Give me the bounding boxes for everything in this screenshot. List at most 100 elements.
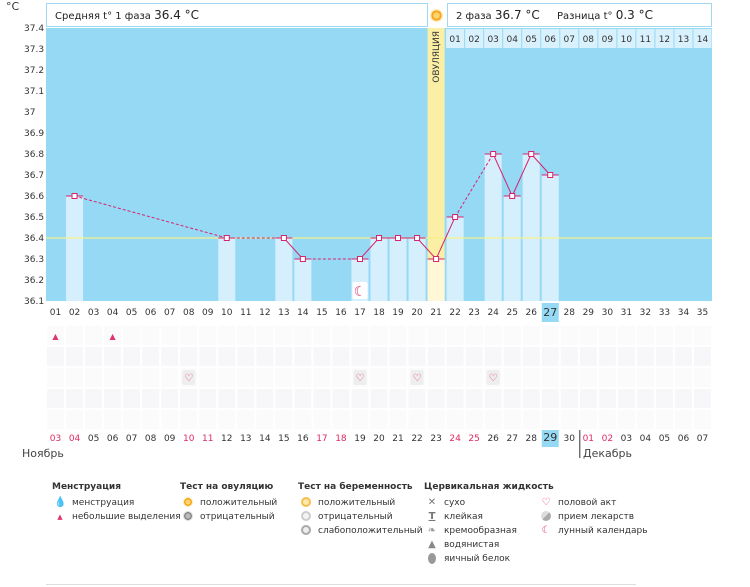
luteal-day-label: 05 (526, 35, 537, 45)
temp-bar (522, 154, 540, 301)
cycle-day-label: 22 (449, 308, 460, 318)
cycle-day-label: 15 (316, 308, 327, 318)
date-label: 10 (183, 434, 195, 444)
data-cell (388, 367, 408, 388)
temp-bar (66, 196, 84, 301)
legend-menstruation: Менструация 💧 менструация ▲ небольшие выде… (52, 482, 181, 524)
phase2-value: 36.7 °C (494, 8, 540, 22)
luteal-day-label: 08 (583, 35, 595, 45)
cycle-day-label: 28 (564, 308, 576, 318)
temp-line-segment (492, 153, 513, 197)
date-label: 21 (392, 434, 403, 444)
data-cell (692, 409, 713, 430)
data-cell (274, 367, 294, 388)
data-cell (559, 388, 579, 409)
temp-point (223, 235, 230, 241)
y-tick-label: 37.2 (24, 66, 44, 76)
luteal-day-label: 09 (602, 35, 614, 45)
cycle-day-label: 16 (335, 308, 347, 318)
luteal-day-cell (598, 29, 617, 48)
data-cell (635, 388, 655, 409)
cycle-day-label: 02 (69, 308, 80, 318)
data-cell (369, 325, 389, 346)
date-label: 26 (487, 434, 499, 444)
data-cell (464, 409, 484, 430)
cycle-day-label: 11 (240, 308, 251, 318)
luteal-day-label: 04 (506, 35, 518, 45)
temp-bar (294, 259, 312, 301)
data-cell (559, 409, 579, 430)
data-cell (426, 388, 446, 409)
legend-title: Тест на беременность (298, 482, 413, 492)
cycle-day-label: 27 (543, 306, 557, 319)
date-label: 23 (430, 434, 441, 444)
date-label: 16 (297, 434, 309, 444)
cycle-day-label: 05 (126, 308, 137, 318)
date-label: 02 (602, 434, 613, 444)
data-cell (483, 409, 503, 430)
data-cell (616, 325, 636, 346)
cycle-day-label: 33 (659, 308, 670, 318)
data-cell (236, 388, 256, 409)
legend-item: ♡ половой акт (541, 497, 617, 508)
heart-cell (182, 370, 196, 385)
data-cell (597, 388, 617, 409)
date-label: 14 (259, 434, 271, 444)
legend-item: ▲ небольшие выделения (52, 510, 180, 524)
legend-item: прием лекарств (538, 510, 648, 524)
data-cell (65, 409, 85, 430)
data-cell (122, 325, 142, 346)
data-cell (141, 346, 161, 367)
date-label: 05 (88, 434, 99, 444)
y-tick-label: 36.5 (24, 213, 44, 223)
data-cell (521, 388, 541, 409)
date-label: 11 (202, 434, 213, 444)
data-cell (274, 388, 294, 409)
data-cell (521, 367, 541, 388)
y-tick-label: 36.3 (24, 255, 44, 265)
luteal-day-cell (674, 29, 693, 48)
phase1-label: Средняя t° 1 фаза (55, 11, 151, 22)
date-label: 22 (411, 434, 422, 444)
data-cell (312, 346, 332, 367)
month-right: Декабрь (583, 447, 632, 460)
date-label: 03 (621, 434, 632, 444)
data-cell (559, 325, 579, 346)
data-cell (236, 325, 256, 346)
data-cell (597, 346, 617, 367)
data-cell (464, 388, 484, 409)
data-cell (141, 325, 161, 346)
date-label: 12 (221, 434, 232, 444)
luteal-day-label: 10 (621, 35, 633, 45)
heart-icon: ♡ (413, 373, 422, 384)
date-label: 29 (543, 431, 557, 444)
data-cell (179, 325, 199, 346)
data-cell (464, 367, 484, 388)
cycle-day-label: 18 (373, 308, 385, 318)
data-cell (141, 367, 161, 388)
y-tick-label: 36.2 (24, 276, 44, 286)
phase1-value: 36.4 °C (154, 8, 200, 22)
data-cell (293, 346, 313, 367)
data-cell (255, 346, 275, 367)
date-label: 20 (373, 434, 385, 444)
data-cell (255, 388, 275, 409)
cycle-day-label: 35 (697, 308, 708, 318)
moon-icon: ☾ (541, 525, 551, 536)
data-cell (103, 325, 123, 346)
data-cell (502, 388, 522, 409)
legend-ovulation-test: Тест на овуляцию положительный отрицател… (180, 482, 277, 524)
date-label: 05 (659, 434, 670, 444)
date-label: 18 (335, 434, 347, 444)
small-drop-icon: ▲ (52, 332, 59, 341)
luteal-day-cell (522, 29, 541, 48)
sun-positive-icon (182, 497, 194, 509)
data-cell (597, 325, 617, 346)
date-label: 03 (50, 434, 61, 444)
cycle-day-label: 01 (50, 308, 61, 318)
date-label: 09 (164, 434, 176, 444)
diff-value: 0.3 °C (615, 8, 653, 22)
data-cell (635, 325, 655, 346)
phase2-panel: 2 фаза 36.7 °C Разница t° 0.3 °C (447, 3, 712, 27)
data-cell (616, 388, 636, 409)
